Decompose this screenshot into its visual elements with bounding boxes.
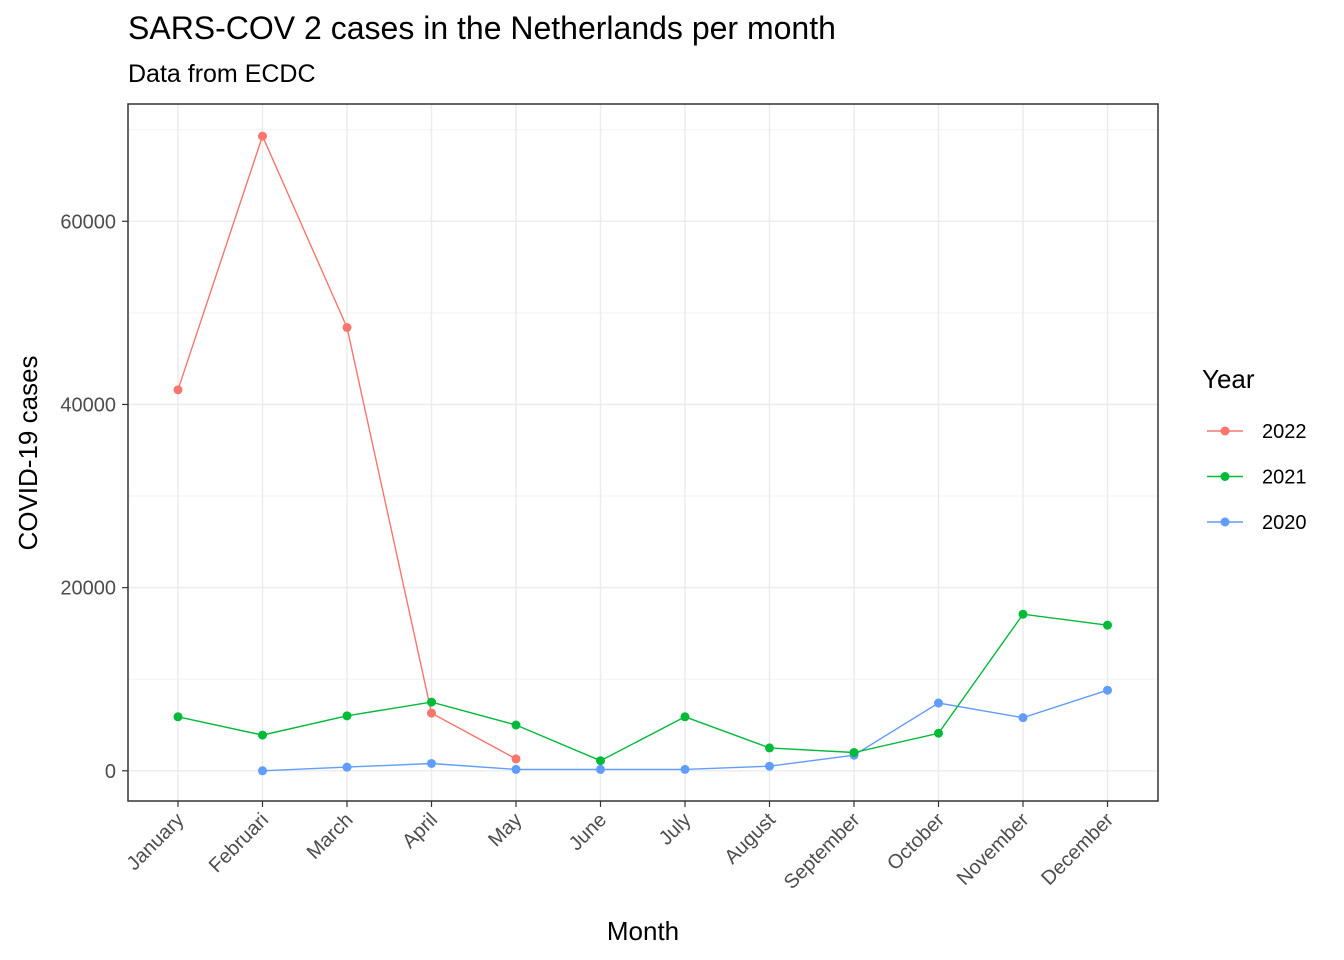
x-tick-label: January (123, 809, 189, 875)
data-point-2021 (1018, 609, 1028, 619)
y-tick-label: 40000 (60, 394, 116, 416)
data-point-2020 (1018, 713, 1028, 723)
legend-label-2020: 2020 (1262, 512, 1307, 534)
grid-minor (128, 129, 1158, 680)
chart-title: SARS-COV 2 cases in the Netherlands per … (128, 10, 836, 46)
y-axis-title: COVID-19 cases (13, 355, 43, 550)
x-axis-title: Month (607, 916, 679, 946)
legend-label-2022: 2022 (1262, 421, 1307, 443)
legend: Year 2022 2021 2020 (1202, 364, 1307, 534)
data-point-2021 (173, 712, 183, 722)
data-point-2022 (342, 323, 352, 333)
data-point-2020 (934, 698, 943, 708)
y-tick-label: 20000 (60, 578, 116, 600)
plot-background (128, 104, 1158, 801)
data-point-2021 (342, 711, 352, 721)
data-point-2021 (849, 747, 859, 757)
legend-key-point-2022 (1220, 426, 1230, 436)
data-point-2022 (258, 131, 267, 141)
series-line-2021 (177, 613, 1108, 762)
data-point-2020 (680, 764, 690, 774)
plot-border (127, 103, 1159, 802)
x-tick-label: May (484, 809, 526, 851)
data-point-2022 (427, 708, 436, 718)
data-point-2020 (1103, 685, 1112, 695)
y-tick-label: 60000 (60, 211, 116, 233)
data-point-2021 (258, 730, 267, 740)
data-point-2022 (511, 754, 521, 764)
x-tick-label: April (398, 809, 442, 853)
data-point-2020 (596, 764, 605, 774)
legend-key-point-2020 (1220, 517, 1230, 527)
x-tick-label: September (780, 809, 865, 894)
grid-major (128, 104, 1158, 801)
chart-subtitle: Data from ECDC (128, 60, 316, 88)
x-tick-label: March (303, 809, 358, 864)
data-point-2020 (427, 758, 436, 768)
y-tick-label: 0 (105, 761, 116, 783)
data-point-2021 (680, 712, 690, 722)
y-axis: 0 20000 40000 60000 (60, 211, 128, 783)
data-point-2021 (1103, 620, 1112, 630)
x-tick-label: December (1037, 809, 1118, 890)
data-point-2020 (342, 762, 352, 772)
series-layer (173, 131, 1112, 776)
x-tick-label: Februari (205, 809, 273, 877)
data-point-2021 (934, 728, 943, 738)
legend-key-point-2021 (1220, 472, 1230, 481)
data-point-2021 (427, 697, 436, 707)
data-point-2020 (258, 766, 267, 776)
x-tick-label: November (953, 809, 1034, 890)
x-axis: January Februari March April May June July Augu… (123, 801, 1118, 894)
x-tick-label: October (883, 809, 949, 875)
data-point-2020 (511, 764, 521, 774)
data-point-2021 (765, 743, 774, 753)
data-point-2021 (511, 720, 521, 730)
x-tick-label: August (720, 809, 780, 869)
data-point-2021 (596, 756, 605, 766)
legend-title: Year (1202, 364, 1255, 394)
x-tick-label: June (565, 809, 611, 855)
data-point-2022 (173, 385, 183, 395)
legend-label-2021: 2021 (1262, 467, 1307, 489)
data-point-2020 (765, 761, 774, 771)
x-tick-label: July (655, 809, 696, 850)
